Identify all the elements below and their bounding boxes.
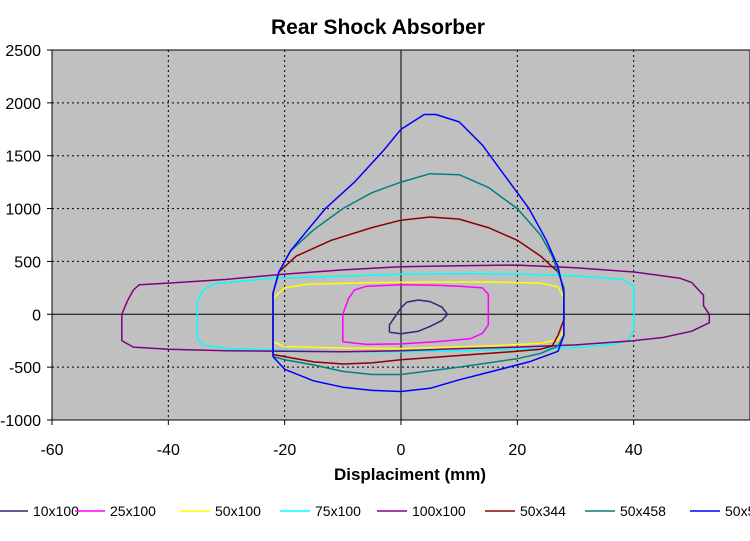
series-line-50x100 (272, 281, 565, 350)
legend: 10x100 25x100 50x100 75x100 100x100 50x344 50x… (0, 503, 750, 519)
series-line-10x100 (388, 299, 449, 335)
x-tick-label: -40 (157, 442, 180, 459)
y-tick-label: 1500 (5, 149, 41, 166)
legend-label: 25x100 (110, 503, 156, 519)
series-line-100x100 (121, 264, 711, 353)
y-tick-label: 0 (32, 307, 41, 324)
chart-title: Rear Shock Absorber (271, 16, 485, 39)
y-tick-label: 2500 (5, 43, 41, 60)
x-axis-label: Displaciment (mm) (334, 465, 486, 484)
legend-label: 50x100 (215, 503, 261, 519)
tick-layer: -60 -40 -20 0 20 40 -1000 -500 0 500 1000 1500 2000 2… (0, 43, 643, 459)
y-tick-label: -500 (9, 360, 41, 377)
grid-layer (52, 50, 750, 420)
y-tick-label: 2000 (5, 96, 41, 113)
x-tick-label: 40 (625, 442, 643, 459)
y-tick-label: 500 (14, 254, 41, 271)
legend-label: 100x100 (412, 503, 466, 519)
legend-label: 50x458 (620, 503, 666, 519)
legend-label: 50x572 (725, 503, 750, 519)
x-tick-label: -20 (273, 442, 296, 459)
x-tick-label: 0 (397, 442, 406, 459)
series-layer (121, 113, 711, 393)
legend-label: 75x100 (315, 503, 361, 519)
series-line-25x100 (342, 283, 490, 346)
x-tick-label: -60 (40, 442, 63, 459)
legend-label: 10x100 (33, 503, 79, 519)
y-tick-label: 1000 (5, 202, 41, 219)
y-tick-label: -1000 (0, 413, 41, 430)
series-line-50x572 (272, 113, 565, 393)
legend-label: 50x344 (520, 503, 566, 519)
x-tick-label: 20 (508, 442, 526, 459)
